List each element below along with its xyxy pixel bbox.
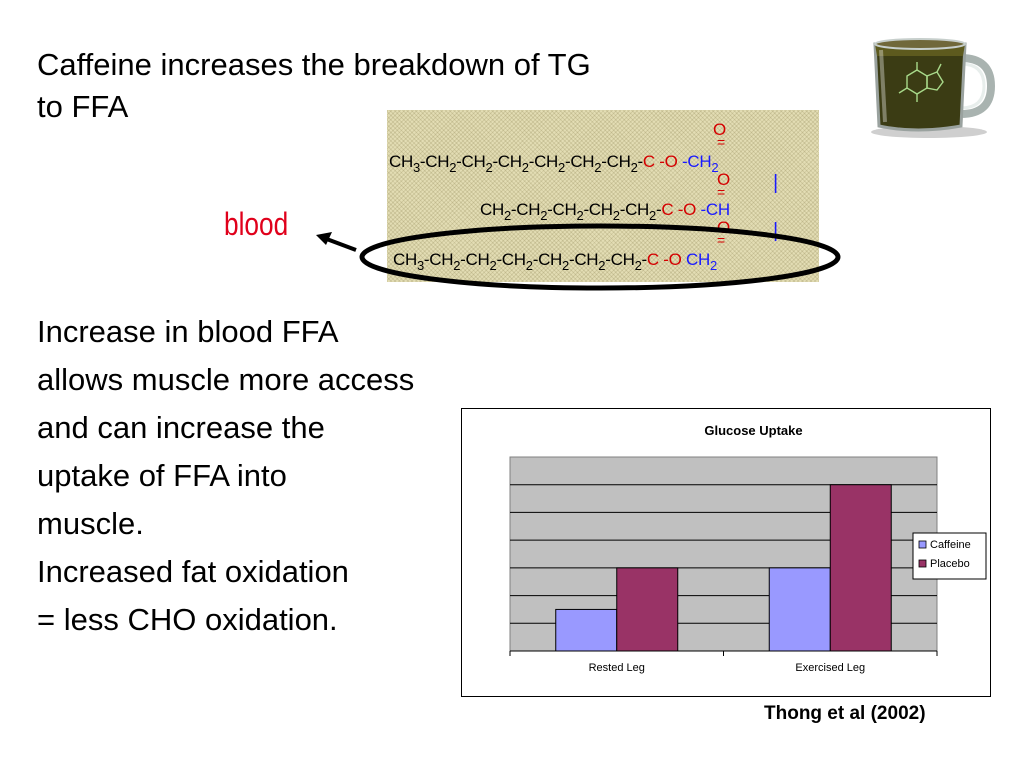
chain-2-carbon: C: [661, 200, 674, 219]
chain-segment: -CH: [532, 250, 563, 269]
chain-segment: -CH: [564, 152, 595, 171]
slide-title-line-1: Caffeine increases the breakdown of TG: [37, 47, 591, 82]
chain-subscript: 2: [485, 160, 493, 175]
chain-subscript: 2: [612, 208, 620, 223]
chain-segment: CH: [393, 250, 417, 269]
chart-title: Glucose Uptake: [704, 423, 802, 438]
chain-subscript: 2: [503, 208, 511, 223]
glucose-uptake-chart: Glucose Uptake Rested Leg Exercised Leg Caf…: [461, 408, 991, 697]
chain-segment: -CH: [568, 250, 599, 269]
pointer-arrow-icon: [316, 232, 332, 245]
fatty-acid-chain-1: CH3-CH2-CH2-CH2-CH2-CH2-CH2-C -O -CH2: [389, 152, 719, 175]
chain-subscript: 2: [594, 160, 602, 175]
glycerol-bond-2: |: [773, 220, 779, 242]
fatty-acid-chain-3: CH3-CH2-CH2-CH2-CH2-CH2-CH2-C -O CH2: [393, 250, 717, 273]
body-line-5: muscle.: [37, 506, 144, 541]
chain-subscript: 2: [525, 258, 533, 273]
glycerol-carbon-1: -CH2: [682, 152, 719, 175]
chain-subscript: 2: [562, 258, 569, 273]
chain-subscript: 2: [630, 160, 638, 175]
chain-subscript: 3: [412, 160, 420, 175]
double-bond-2: =: [717, 184, 726, 200]
chain-segment: -CH: [460, 250, 490, 269]
body-text: Increase in blood FFA allows muscle more…: [37, 308, 537, 644]
body-line-6: Increased fat oxidation: [37, 554, 349, 589]
carbonyl-oxygen-top: O: [713, 120, 727, 139]
bar-caffeine-rested-leg: [555, 608, 618, 652]
triglyceride-structure: O = CH3-CH2-CH2-CH2-CH2-CH2-CH2-C -O -CH…: [387, 110, 819, 282]
chain-segment: CH: [389, 152, 413, 171]
chain-segment: -CH: [510, 200, 541, 219]
bar-placebo-exercised-leg: [829, 484, 892, 652]
chain-segment: -: [637, 152, 644, 171]
body-line-7: = less CHO oxidation.: [37, 602, 338, 637]
fatty-acid-chain-2: CH2-CH2-CH2-CH2-CH2-C -O -CH: [480, 200, 730, 223]
legend-swatch-caffeine: [918, 540, 927, 549]
chain-subscript: 2: [558, 160, 565, 175]
chain-segment: -CH: [528, 152, 559, 171]
chain-3-carbon: C: [646, 250, 659, 269]
bar-caffeine-exercised-leg: [768, 567, 831, 652]
chain-subscript: 3: [416, 258, 424, 273]
slide-title-line-2: to FFA: [37, 89, 129, 124]
coffee-mug-icon: [871, 38, 996, 138]
chain-segment: CH: [480, 200, 504, 219]
citation: Thong et al (2002): [764, 703, 926, 724]
body-line-4: uptake of FFA into: [37, 458, 287, 493]
chain-subscript: 2: [576, 208, 584, 223]
chain-1-ester-oxygen: -O: [659, 152, 678, 171]
chain-2-formula: CH2-CH2-CH2-CH2-CH2-: [480, 200, 662, 223]
chain-segment: -CH: [456, 152, 486, 171]
chain-segment: -: [655, 200, 662, 219]
chain-subscript: 2: [449, 160, 457, 175]
carbonyl-oxygen-2: O: [717, 170, 731, 189]
chain-segment: -CH: [601, 152, 631, 171]
chain-segment: -CH: [492, 152, 522, 171]
chain-1-carbon: C: [642, 152, 655, 171]
chain-2-ester-oxygen: -O: [677, 200, 697, 219]
x-tick-label: Rested Leg: [589, 662, 645, 674]
double-bond-3: =: [717, 232, 726, 248]
x-tick-label: Exercised Leg: [795, 662, 865, 674]
chain-segment: -CH: [419, 152, 450, 171]
body-line-3: and can increase the: [37, 410, 325, 445]
coffee-mug-image: [857, 30, 997, 140]
legend-label-caffeine: Caffeine: [930, 539, 971, 551]
chain-segment: -CH: [423, 250, 454, 269]
slide-title: Caffeine increases the breakdown of TG t…: [37, 44, 767, 128]
legend-label-placebo: Placebo: [930, 558, 970, 570]
glycerol-carbon-2: -CH: [700, 200, 731, 219]
chain-3-ester-oxygen: -O: [663, 250, 682, 269]
glycerol-carbon-3: CH2: [686, 250, 717, 273]
pointer-arrow-shaft: [323, 236, 357, 252]
chain-segment: -CH: [496, 250, 526, 269]
chart-canvas: Glucose Uptake Rested Leg Exercised Leg Caf…: [509, 423, 987, 674]
blood-label: blood: [224, 206, 289, 242]
bar-placebo-rested-leg: [616, 567, 679, 652]
body-line-2: allows muscle more access: [37, 362, 415, 397]
chain-subscript: 2: [649, 208, 656, 223]
legend-swatch-placebo: [918, 559, 927, 568]
chain-segment: -CH: [605, 250, 635, 269]
chain-subscript: 2: [521, 160, 529, 175]
chain-segment: -CH: [619, 200, 650, 219]
chain-segment: -CH: [547, 200, 577, 219]
double-bond-1: =: [717, 134, 726, 150]
chain-segment: -CH: [583, 200, 613, 219]
glycerol-bond-1: |: [773, 172, 779, 194]
body-line-1: Increase in blood FFA: [37, 314, 339, 349]
chain-1-formula: CH3-CH2-CH2-CH2-CH2-CH2-CH2-: [389, 152, 644, 175]
chain-subscript: 2: [540, 208, 548, 223]
chain-subscript: 2: [634, 258, 642, 273]
chain-3-formula: CH3-CH2-CH2-CH2-CH2-CH2-CH2-: [393, 250, 647, 273]
